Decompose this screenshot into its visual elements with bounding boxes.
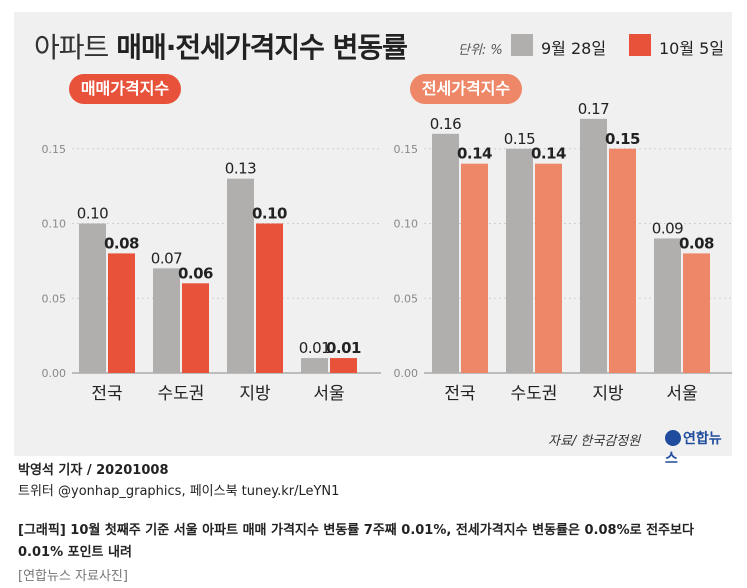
reporter-credit: 박영석 기자 / 20201008 [18, 463, 169, 478]
data-label: 0.10 [77, 205, 108, 223]
yonhap-logo-icon [665, 430, 681, 446]
bar [256, 223, 283, 373]
data-label: 0.09 [652, 219, 683, 237]
bar [506, 148, 533, 373]
data-label: 0.17 [578, 100, 609, 118]
bar [182, 283, 209, 373]
y-tick-label: 0.05 [394, 292, 419, 305]
title-bold: 매매·전세가격지수 변동률 [116, 31, 408, 64]
x-category-label: 서울 [313, 384, 344, 404]
y-tick-label: 0.05 [42, 292, 67, 305]
x-category-label: 지방 [592, 384, 624, 404]
x-category-label: 전국 [91, 384, 122, 404]
y-tick-label: 0.10 [394, 218, 419, 231]
data-source: 자료/ 한국감정원 [548, 434, 641, 449]
bar [432, 133, 459, 373]
data-label: 0.01 [299, 339, 330, 357]
sale-index-pill: 매매가격지수 [69, 74, 181, 104]
yonhap-logo: 연합뉴스 [665, 428, 732, 468]
data-label: 0.13 [225, 160, 256, 178]
infographic-panel: 아파트 매매·전세가격지수 변동률 단위: % 9월 28일 10월 5일 매매… [14, 12, 732, 467]
data-label: 0.14 [457, 145, 492, 163]
bar [535, 163, 562, 373]
bar [79, 223, 106, 373]
data-label: 0.16 [430, 115, 461, 133]
logo-text: 연합뉴스 [665, 431, 722, 467]
bar [301, 358, 328, 373]
chart-title: 아파트 매매·전세가격지수 변동률 [34, 26, 408, 66]
data-label: 0.08 [104, 234, 139, 252]
bar [654, 238, 681, 373]
social-credit: 트위터 @yonhap_graphics, 페이스북 tuney.kr/LeYN… [18, 484, 340, 499]
bar [330, 358, 357, 373]
photo-source: [연합뉴스 자료사진] [18, 569, 128, 584]
data-label: 0.10 [252, 205, 287, 223]
y-tick-label: 0.00 [394, 367, 419, 380]
y-tick-label: 0.00 [42, 367, 67, 380]
bar [580, 118, 607, 373]
legend-swatch-sep28 [511, 34, 533, 56]
x-category-label: 수도권 [158, 384, 205, 404]
bar [461, 163, 488, 373]
photo-caption: [그래픽] 10월 첫째주 기준 서울 아파트 매매 가격지수 변동률 7주째 … [18, 523, 694, 560]
legend-label-oct5: 10월 5일 [659, 39, 725, 58]
y-tick-label: 0.10 [42, 218, 67, 231]
data-label: 0.14 [531, 145, 566, 163]
legend-label-sep28: 9월 28일 [541, 39, 607, 58]
x-category-label: 수도권 [511, 384, 558, 404]
data-label: 0.06 [178, 264, 213, 282]
bar [227, 178, 254, 373]
x-category-label: 지방 [239, 384, 271, 404]
y-tick-label: 0.15 [42, 143, 67, 156]
y-tick-label: 0.15 [394, 143, 419, 156]
unit-label: 단위: % [458, 43, 503, 58]
bar [683, 253, 710, 373]
data-label: 0.07 [151, 249, 182, 267]
sale-index-chart: 0.00 0.05 0.10 0.15 0.10 0.08 전국 0.070.06 수도권 0.1… [42, 143, 381, 404]
title-thin: 아파트 [34, 31, 109, 64]
data-label: 0.15 [605, 130, 640, 148]
x-category-label: 서울 [666, 384, 697, 404]
data-label: 0.08 [679, 234, 714, 252]
jeonse-index-pill: 전세가격지수 [410, 74, 522, 104]
legend-swatch-oct5 [629, 34, 651, 56]
bar [153, 268, 180, 373]
data-label: 0.15 [504, 130, 535, 148]
x-category-label: 전국 [444, 384, 475, 404]
bar [609, 148, 636, 373]
bar [108, 253, 135, 373]
data-label: 0.01 [326, 339, 361, 357]
jeonse-index-chart: 0.000.050.100.150.160.14전국0.150.14수도권0.1… [394, 100, 732, 404]
